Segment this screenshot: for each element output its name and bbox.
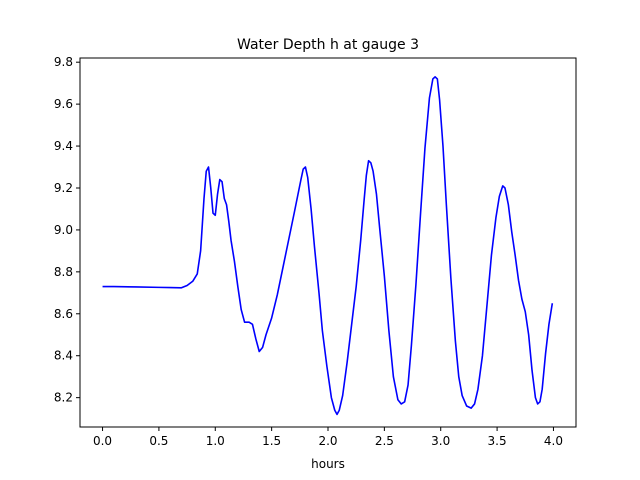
- x-tick-label: 1.0: [206, 434, 225, 448]
- x-tick-label: 2.5: [375, 434, 394, 448]
- y-axis: 8.2 8.4 8.6 8.8 9.0 9.2 9.4 9.6 9.8: [54, 55, 80, 405]
- x-tick-label: 4.0: [544, 434, 563, 448]
- x-tick-label: 1.5: [262, 434, 281, 448]
- y-tick-label: 8.4: [54, 349, 73, 363]
- y-tick-label: 9.0: [54, 223, 73, 237]
- x-tick-label: 3.0: [431, 434, 450, 448]
- y-tick-label: 9.2: [54, 181, 73, 195]
- chart-title: Water Depth h at gauge 3: [237, 37, 419, 53]
- y-tick-label: 9.6: [54, 97, 73, 111]
- y-tick-label: 8.8: [54, 265, 73, 279]
- x-axis: 0.0 0.5 1.0 1.5 2.0 2.5 3.0 3.5 4.0: [93, 427, 563, 448]
- y-tick-label: 8.6: [54, 307, 73, 321]
- y-tick-label: 9.8: [54, 55, 73, 69]
- x-tick-label: 3.5: [488, 434, 507, 448]
- series-line-1: [102, 76, 554, 416]
- x-tick-label: 2.0: [318, 434, 337, 448]
- x-tick-label: 0.0: [93, 434, 112, 448]
- plot-area: [79, 57, 577, 428]
- x-tick-label: 0.5: [149, 434, 168, 448]
- y-tick-label: 8.2: [54, 391, 73, 405]
- y-tick-label: 9.4: [54, 139, 73, 153]
- x-axis-label: hours: [311, 457, 345, 471]
